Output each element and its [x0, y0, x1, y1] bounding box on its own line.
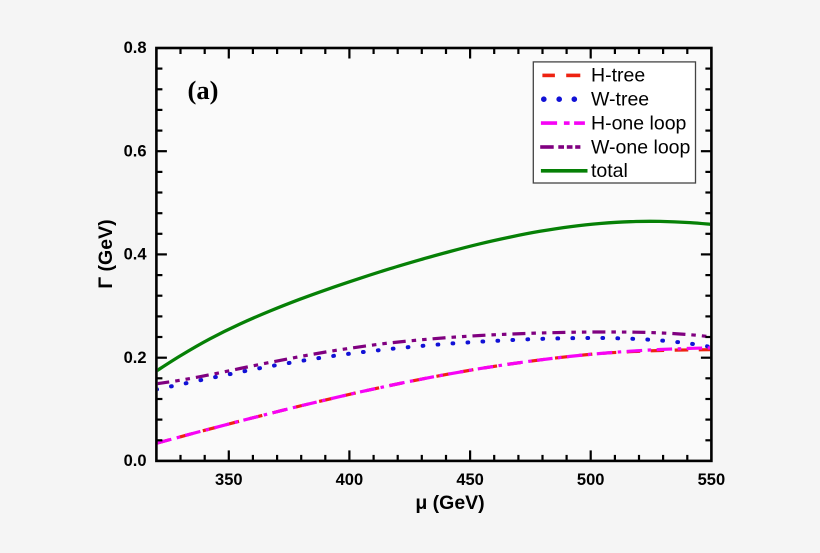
svg-text:H-tree: H-tree — [591, 65, 645, 87]
svg-text:450: 450 — [456, 471, 484, 489]
svg-text:0.6: 0.6 — [124, 142, 147, 160]
svg-text:400: 400 — [336, 471, 364, 489]
svg-text:0.0: 0.0 — [124, 452, 147, 470]
svg-text:(a): (a) — [188, 75, 219, 105]
svg-text:H-one loop: H-one loop — [591, 112, 687, 134]
svg-text:500: 500 — [577, 471, 605, 489]
svg-text:μ (GeV): μ (GeV) — [415, 492, 484, 514]
svg-text:0.8: 0.8 — [124, 39, 147, 57]
svg-text:W-tree: W-tree — [591, 89, 649, 111]
svg-text:550: 550 — [698, 471, 726, 489]
svg-text:350: 350 — [215, 471, 243, 489]
svg-text:total: total — [591, 160, 628, 182]
svg-text:Γ (GeV): Γ (GeV) — [95, 219, 117, 288]
svg-text:0.2: 0.2 — [124, 349, 147, 367]
svg-text:W-one loop: W-one loop — [591, 136, 691, 158]
svg-text:0.4: 0.4 — [124, 246, 148, 264]
